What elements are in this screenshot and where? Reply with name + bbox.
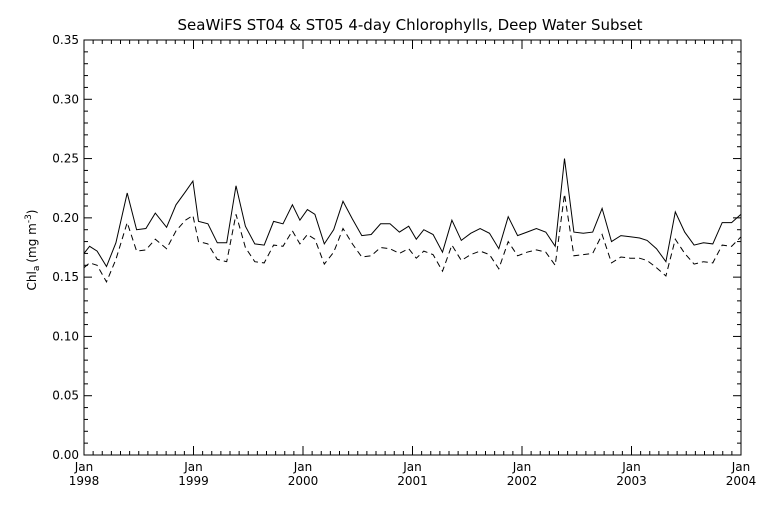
series-line-solid <box>83 158 742 268</box>
y-axis: 0.00 0.05 0.10 0.15 0.20 0.25 0.30 0.35 <box>52 33 741 462</box>
y-axis-label-subscript: a <box>32 266 42 272</box>
series-layer <box>83 158 742 284</box>
plot-area-frame <box>83 39 742 456</box>
y-tick-label: 0.35 <box>52 33 79 47</box>
y-tick-label: 0.20 <box>52 211 79 225</box>
y-tick-label: 0.25 <box>52 152 79 166</box>
x-tick-label-year: 2004 <box>726 474 757 488</box>
y-tick-label: 0.15 <box>52 270 79 284</box>
y-tick-label: 0.05 <box>52 389 79 403</box>
series-line-dashed <box>83 194 742 284</box>
x-tick-label-month: Jan <box>731 460 751 474</box>
x-tick-label-year: 1999 <box>178 474 209 488</box>
x-tick-label-month: Jan <box>621 460 641 474</box>
x-tick-label-year: 2001 <box>397 474 428 488</box>
x-tick-label-year: 1998 <box>69 474 100 488</box>
x-tick-label-month: Jan <box>402 460 422 474</box>
x-tick-label-month: Jan <box>74 460 94 474</box>
y-axis-label-main: Chl <box>25 271 39 290</box>
y-tick-label: 0.10 <box>52 329 79 343</box>
x-axis: Jan1998Jan1999Jan2000Jan2001Jan2002Jan20… <box>69 40 757 488</box>
y-axis-label: Chla (mg m-3) <box>24 209 42 290</box>
y-tick-label: 0.30 <box>52 92 79 106</box>
x-tick-label-year: 2003 <box>616 474 647 488</box>
y-axis-label-units: (mg m <box>25 223 39 263</box>
y-tick-label: 0.00 <box>52 448 79 462</box>
chart-title: SeaWiFS ST04 & ST05 4-day Chlorophylls, … <box>178 16 643 34</box>
x-tick-label-year: 2000 <box>288 474 319 488</box>
x-tick-label-year: 2002 <box>507 474 538 488</box>
x-tick-label-month: Jan <box>183 460 203 474</box>
x-tick-label-month: Jan <box>293 460 313 474</box>
y-axis-label-close: ) <box>25 209 39 214</box>
x-tick-label-month: Jan <box>512 460 532 474</box>
y-axis-label-exponent: -3 <box>24 214 34 223</box>
